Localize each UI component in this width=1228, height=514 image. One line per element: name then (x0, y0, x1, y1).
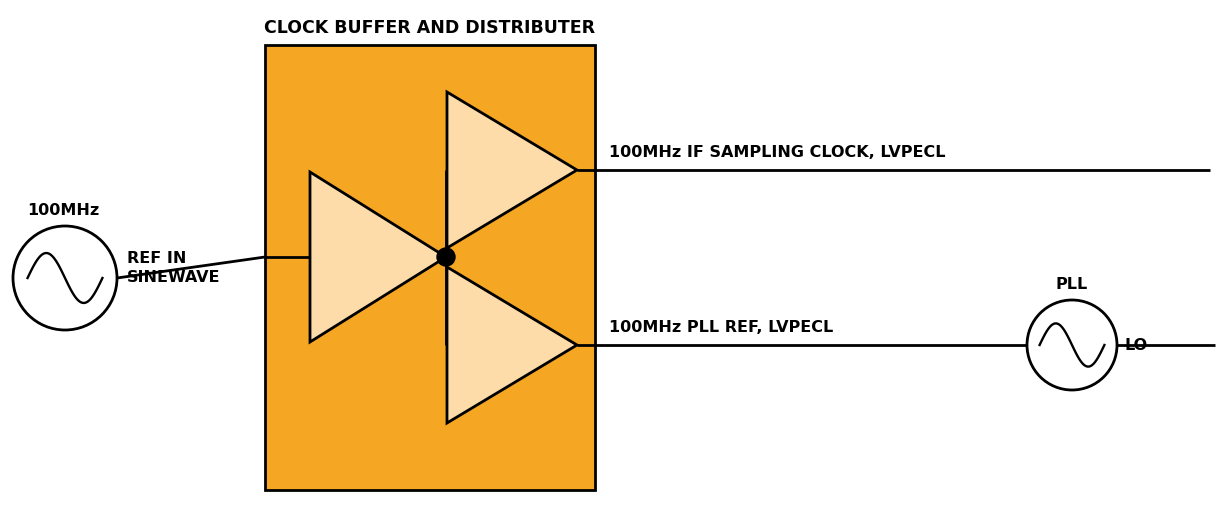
Text: 100MHz PLL REF, LVPECL: 100MHz PLL REF, LVPECL (609, 320, 834, 335)
Circle shape (14, 226, 117, 330)
Circle shape (1027, 300, 1117, 390)
Text: 100MHz: 100MHz (27, 203, 99, 218)
Text: REF IN
SINEWAVE: REF IN SINEWAVE (126, 251, 221, 285)
Text: 100MHz IF SAMPLING CLOCK, LVPECL: 100MHz IF SAMPLING CLOCK, LVPECL (609, 145, 946, 160)
Polygon shape (447, 267, 577, 423)
Bar (265, 45, 596, 490)
Text: CLOCK BUFFER AND DISTRIBUTER: CLOCK BUFFER AND DISTRIBUTER (264, 19, 596, 37)
Text: PLL: PLL (1056, 277, 1088, 292)
Polygon shape (447, 92, 577, 248)
Circle shape (437, 248, 456, 266)
Text: LO: LO (1125, 338, 1148, 353)
Polygon shape (309, 172, 446, 342)
